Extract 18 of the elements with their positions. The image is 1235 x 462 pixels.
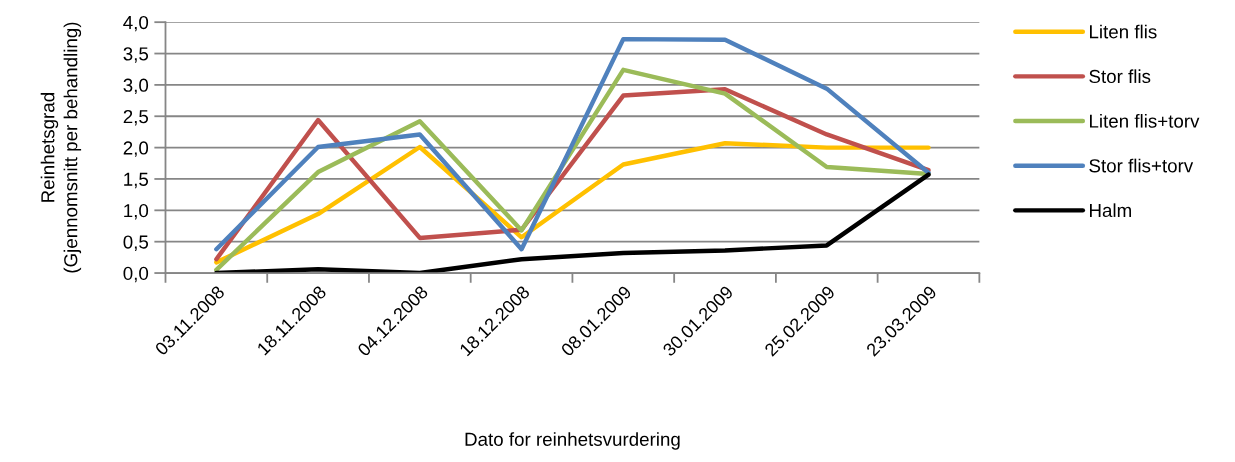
- legend-label: Stor flis+torv: [1089, 158, 1194, 173]
- y-tick-label: 3,0: [123, 78, 149, 95]
- y-tick-label: 2,0: [123, 141, 149, 157]
- y-tick-label: 3,5: [123, 47, 149, 63]
- y-tick-label: 2,5: [123, 109, 149, 126]
- x-axis-title: Dato for reinhetsvurdering: [465, 432, 680, 450]
- line-series: [214, 172, 931, 274]
- y-tick-label: 1,5: [124, 172, 149, 189]
- y-axis-title: Reinhetsgrad (Gjennomsnitt per behandling): [40, 22, 82, 273]
- legend-label: Stor flis: [1089, 69, 1151, 84]
- line-series: [214, 36, 931, 252]
- y-tick-label: 0,5: [123, 235, 149, 251]
- y-tick-label: 0,0: [123, 266, 149, 283]
- legend-label: Liten flis+torv: [1090, 113, 1200, 128]
- legend-label: Liten flis: [1090, 24, 1157, 39]
- y-tick-label: 4,0: [123, 15, 149, 32]
- legend-label: Halm: [1090, 203, 1131, 218]
- y-tick-label: 1,0: [124, 204, 149, 220]
